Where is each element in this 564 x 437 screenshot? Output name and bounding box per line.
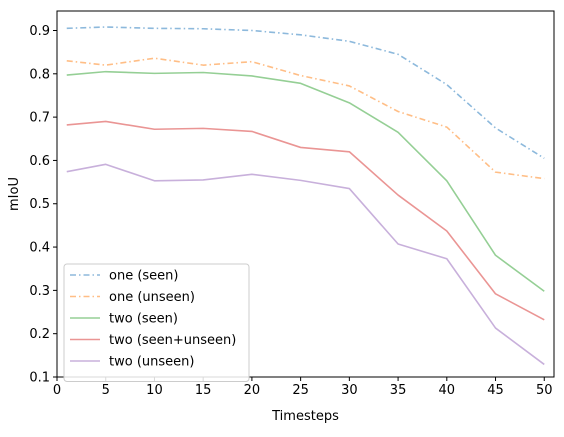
legend-items: one (seen) one (unseen) two (seen) two (see… [70,269,236,370]
x-tick-label: 25 [292,383,309,398]
y-tick-label: 0.2 [29,327,50,342]
y-axis-label: mIoU [7,177,22,211]
y-tick-label: 0.4 [29,241,50,256]
legend: one (seen) one (unseen) two (seen) two (see… [63,263,250,382]
x-tick-label: 30 [341,383,358,398]
plot-frame [56,10,555,378]
x-tick-label: 15 [195,383,212,398]
series-layer [66,26,545,366]
y-axis-ticks: 0.1 0.2 0.3 0.4 0.5 0.6 0.7 0.8 0.9 [29,24,57,386]
y-tick-label: 0.3 [29,284,50,299]
x-axis-label: Timesteps [271,409,339,424]
x-tick-label: 35 [390,383,407,398]
legend-label: one (unseen) [109,290,195,305]
legend-box [63,263,250,382]
x-axis-ticks: 0 5 10 15 20 25 30 35 40 45 50 [53,377,553,398]
y-tick-label: 0.1 [29,371,50,386]
x-tick-label: 50 [536,383,553,398]
x-tick-label: 20 [244,383,261,398]
series-line-1 [66,26,545,159]
x-tick-label: 0 [53,383,61,398]
x-tick-label: 45 [487,383,504,398]
legend-label: two (seen) [109,312,178,327]
series-line-4 [66,120,545,321]
x-tick-label: 10 [146,383,163,398]
legend-label: two (seen+unseen) [109,333,236,348]
y-tick-label: 0.8 [29,67,50,82]
legend-label: one (seen) [109,269,178,284]
y-tick-label: 0.9 [29,24,50,39]
y-tick-label: 0.5 [29,197,50,212]
series-line-3 [66,70,545,292]
y-tick-label: 0.7 [29,111,50,126]
series-line-5 [66,163,545,366]
x-tick-label: 5 [102,383,110,398]
x-tick-label: 40 [439,383,456,398]
legend-label: two (unseen) [109,355,194,370]
series-line-2 [66,57,545,180]
y-tick-label: 0.6 [29,154,50,169]
